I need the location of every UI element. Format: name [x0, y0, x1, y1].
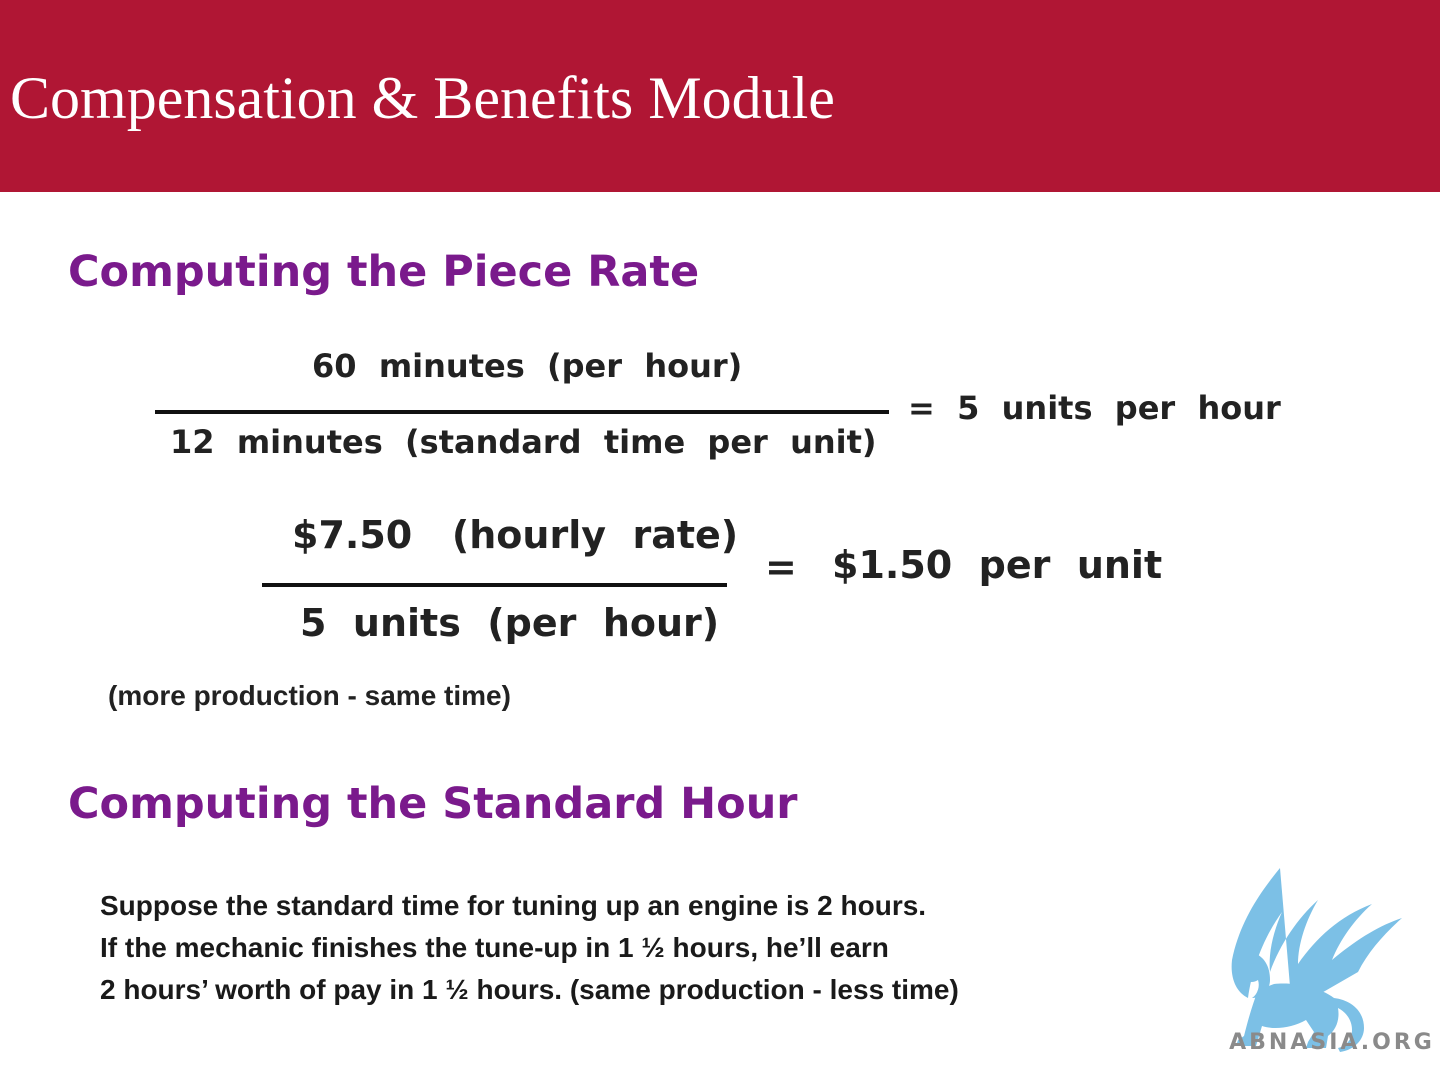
equation2-denominator: 5 units (per hour) — [300, 601, 720, 645]
equation2-result: $1.50 per unit — [832, 543, 1163, 587]
equation2-numerator: $7.50 (hourly rate) — [292, 513, 739, 557]
equation1-result: = 5 units per hour — [908, 389, 1281, 427]
equation1-denominator: 12 minutes (standard time per unit) — [170, 423, 877, 461]
equation2-fraction-bar — [262, 583, 727, 587]
piece-rate-note: (more production - same time) — [108, 680, 511, 711]
logo-text: ABNASIA.ORG — [1229, 1030, 1435, 1055]
griffin-logo-icon — [1231, 868, 1402, 1052]
equation2-equals: = — [765, 545, 797, 589]
equation1-fraction-bar — [155, 410, 889, 414]
paragraph-line: Suppose the standard time for tuning up … — [100, 890, 927, 921]
equation1-numerator: 60 minutes (per hour) — [312, 347, 743, 385]
piece-rate-heading: Computing the Piece Rate — [68, 247, 700, 297]
paragraph-line: 2 hours’ worth of pay in 1 ½ hours. (sam… — [100, 974, 959, 1005]
paragraph-line: If the mechanic finishes the tune-up in … — [100, 932, 889, 963]
page-title: Compensation & Benefits Module — [10, 65, 835, 131]
header-bar: Compensation & Benefits Module — [0, 0, 1440, 192]
standard-hour-heading: Computing the Standard Hour — [68, 779, 798, 829]
